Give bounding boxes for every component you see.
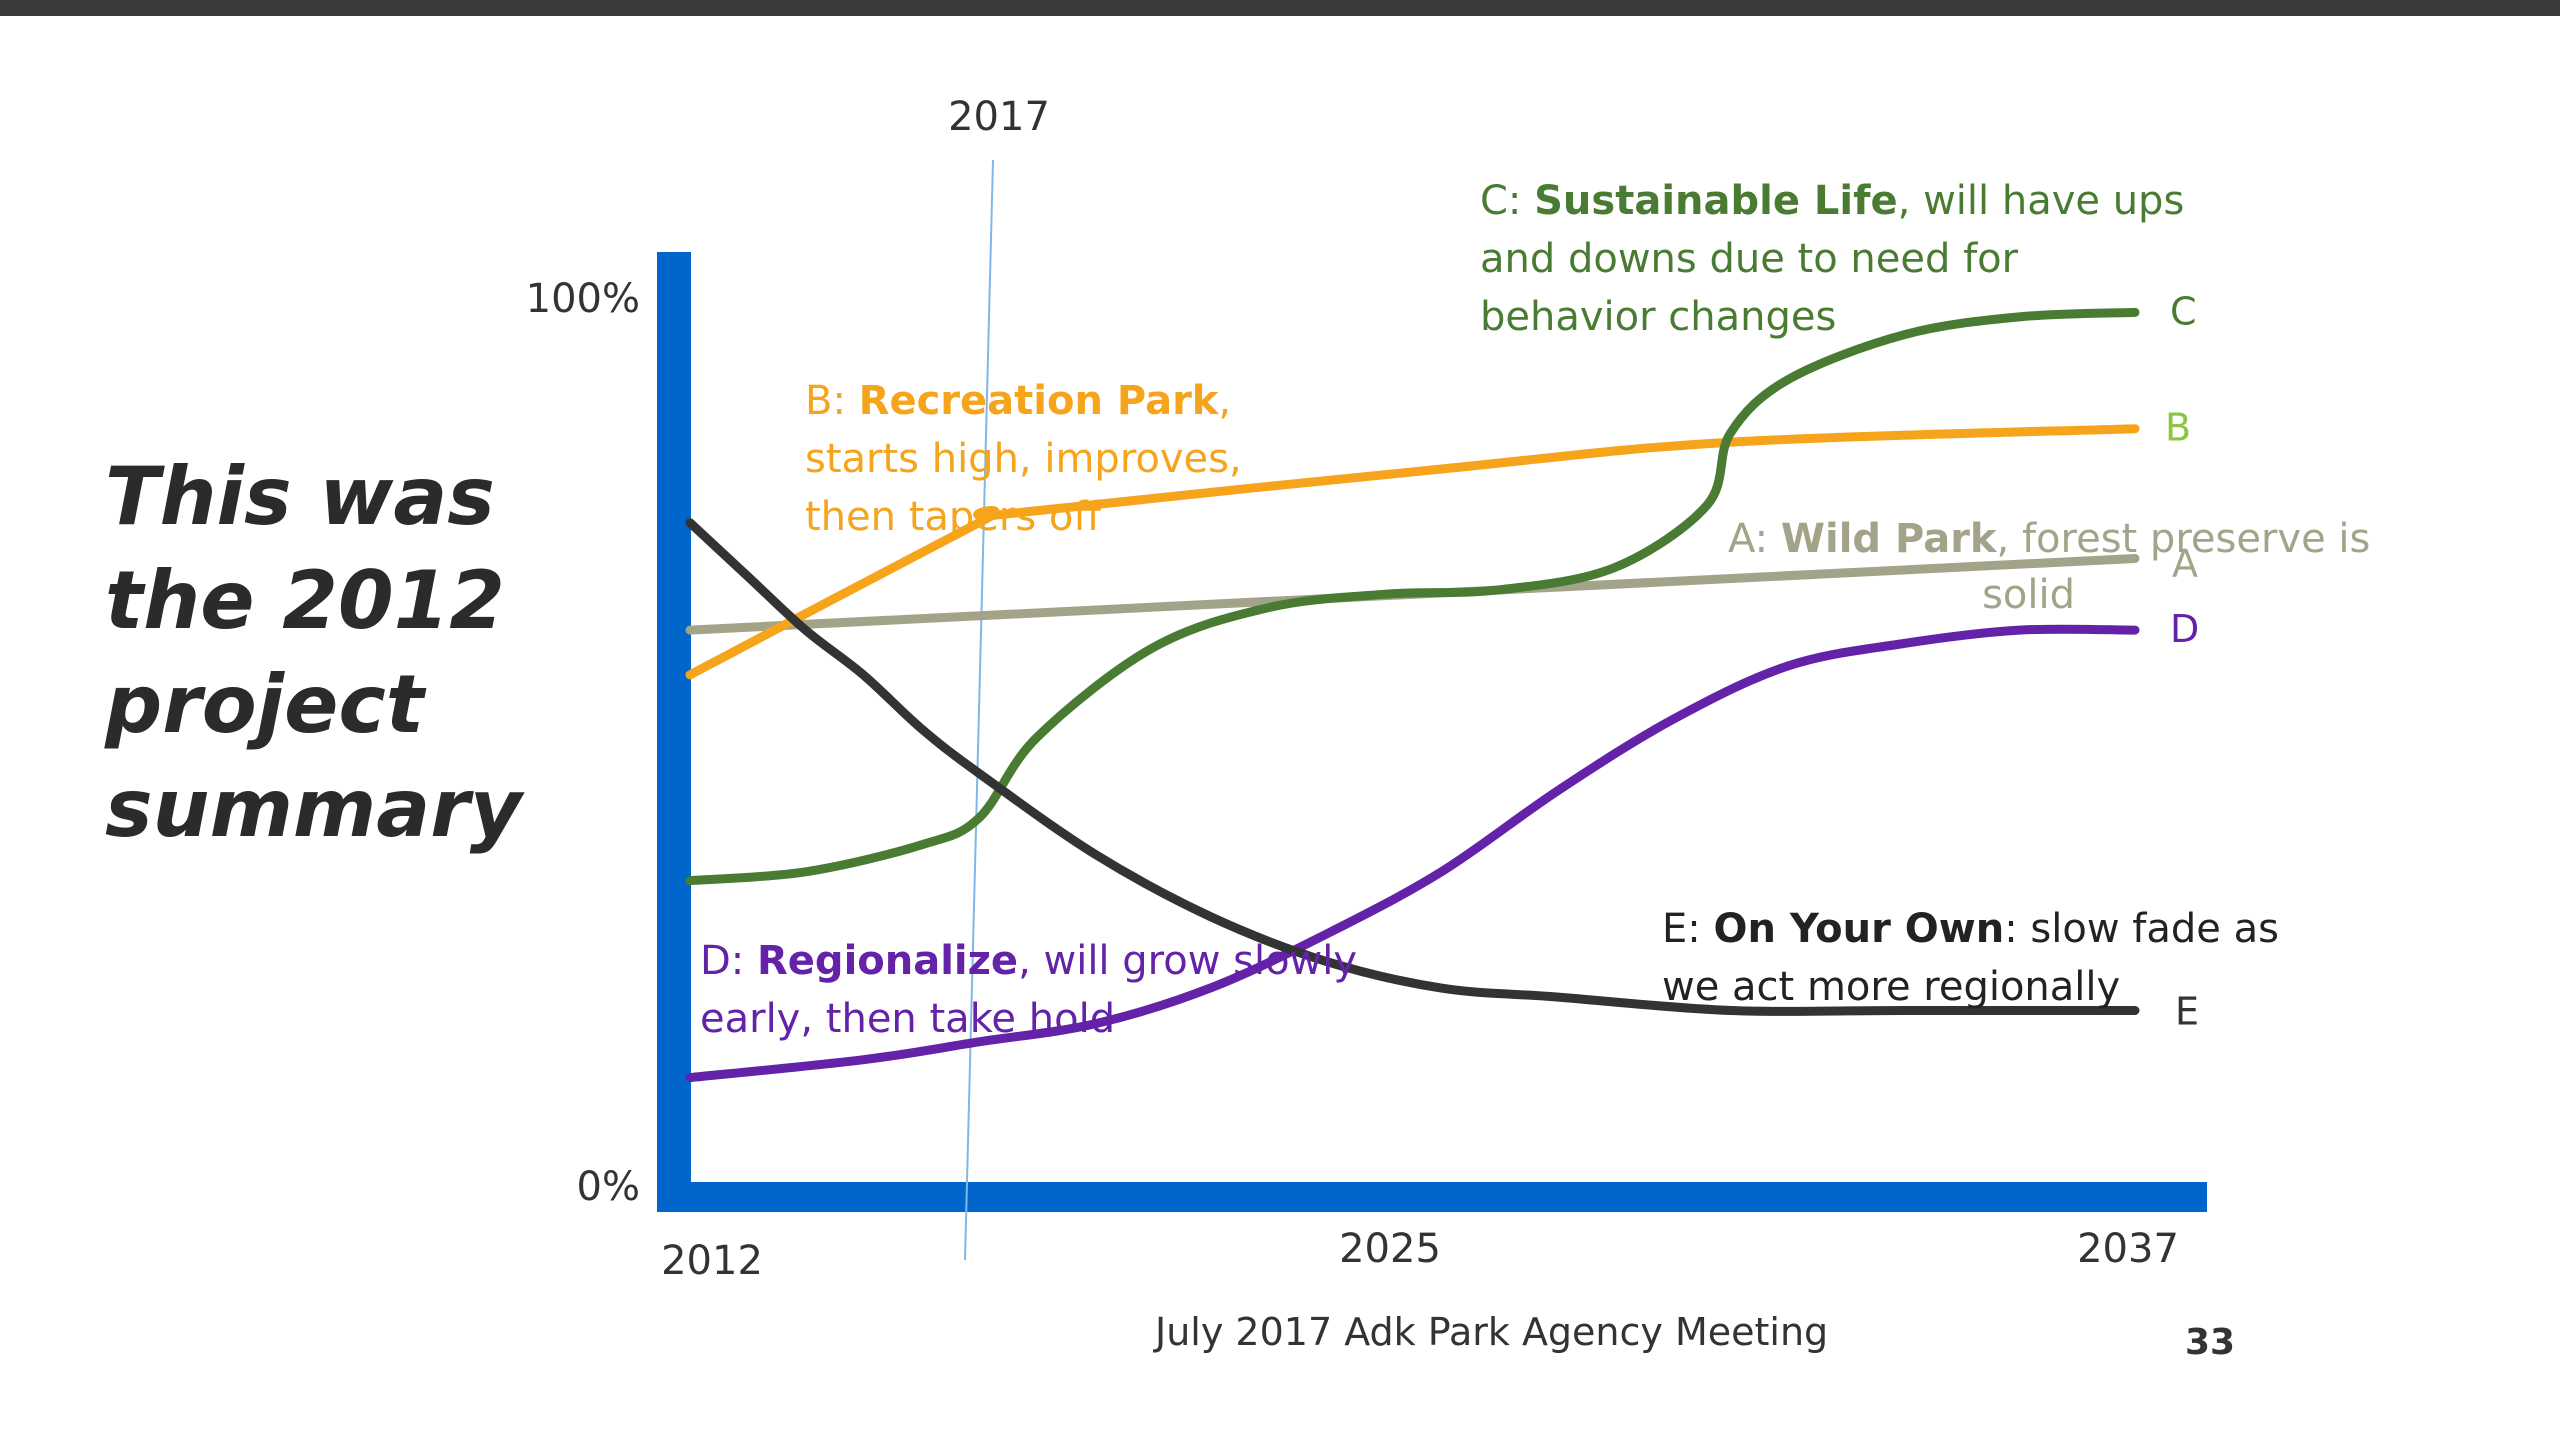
x-axis-bar bbox=[657, 1182, 2207, 1212]
series-B-note-line: B: Recreation Park, bbox=[805, 378, 1231, 424]
series-A-note-line: A: Wild Park, forest preserve is bbox=[1728, 516, 2370, 562]
window-top-bar bbox=[0, 0, 2560, 16]
series-B-line bbox=[685, 424, 2140, 680]
title-line: This was bbox=[105, 450, 495, 543]
series-C-line bbox=[685, 307, 2140, 886]
x-tick-label: 2025 bbox=[1339, 1226, 1441, 1272]
x-tick-label: 2012 bbox=[661, 1238, 763, 1284]
series-E-line bbox=[685, 518, 2140, 1016]
slide-title: This was the 2012 project summary bbox=[105, 445, 525, 861]
marker-label-2017: 2017 bbox=[948, 94, 1050, 140]
series-D-note-line: early, then take hold bbox=[700, 996, 1115, 1042]
title-line: project bbox=[105, 658, 425, 751]
series-B-end-label: B bbox=[2165, 406, 2191, 450]
series-B-note-line: then tapers off bbox=[805, 494, 1102, 540]
title-line: summary bbox=[105, 762, 522, 855]
series-D-line bbox=[685, 624, 2140, 1083]
marker-line-2017 bbox=[964, 159, 994, 1261]
y-tick-label: 0% bbox=[577, 1164, 640, 1210]
series-B-note-line: starts high, improves, bbox=[805, 436, 1242, 482]
series-C-end-label: C bbox=[2170, 289, 2197, 333]
series-E-note-line: we act more regionally bbox=[1662, 964, 2120, 1010]
slide-footer: July 2017 Adk Park Agency Meeting bbox=[1155, 1310, 1829, 1354]
series-C-note-line: and downs due to need for bbox=[1480, 236, 2019, 282]
title-line: the 2012 bbox=[105, 554, 505, 647]
y-axis-bar bbox=[657, 252, 691, 1212]
series-D-end-label: D bbox=[2170, 607, 2199, 651]
series-A-note-line: solid bbox=[1982, 572, 2075, 618]
series-C-note-line: C: Sustainable Life, will have ups bbox=[1480, 178, 2184, 224]
series-E-note-line: E: On Your Own: slow fade as bbox=[1662, 906, 2279, 952]
x-tick-label: 2037 bbox=[2077, 1226, 2179, 1272]
series-C-note-line: behavior changes bbox=[1480, 294, 1836, 340]
series-E-end-label: E bbox=[2175, 989, 2199, 1033]
series-A-end-label: A bbox=[2172, 542, 2198, 586]
series-D-note-line: D: Regionalize, will grow slowly bbox=[700, 938, 1357, 984]
y-tick-label: 100% bbox=[526, 276, 640, 322]
page-number: 33 bbox=[2185, 1322, 2236, 1363]
